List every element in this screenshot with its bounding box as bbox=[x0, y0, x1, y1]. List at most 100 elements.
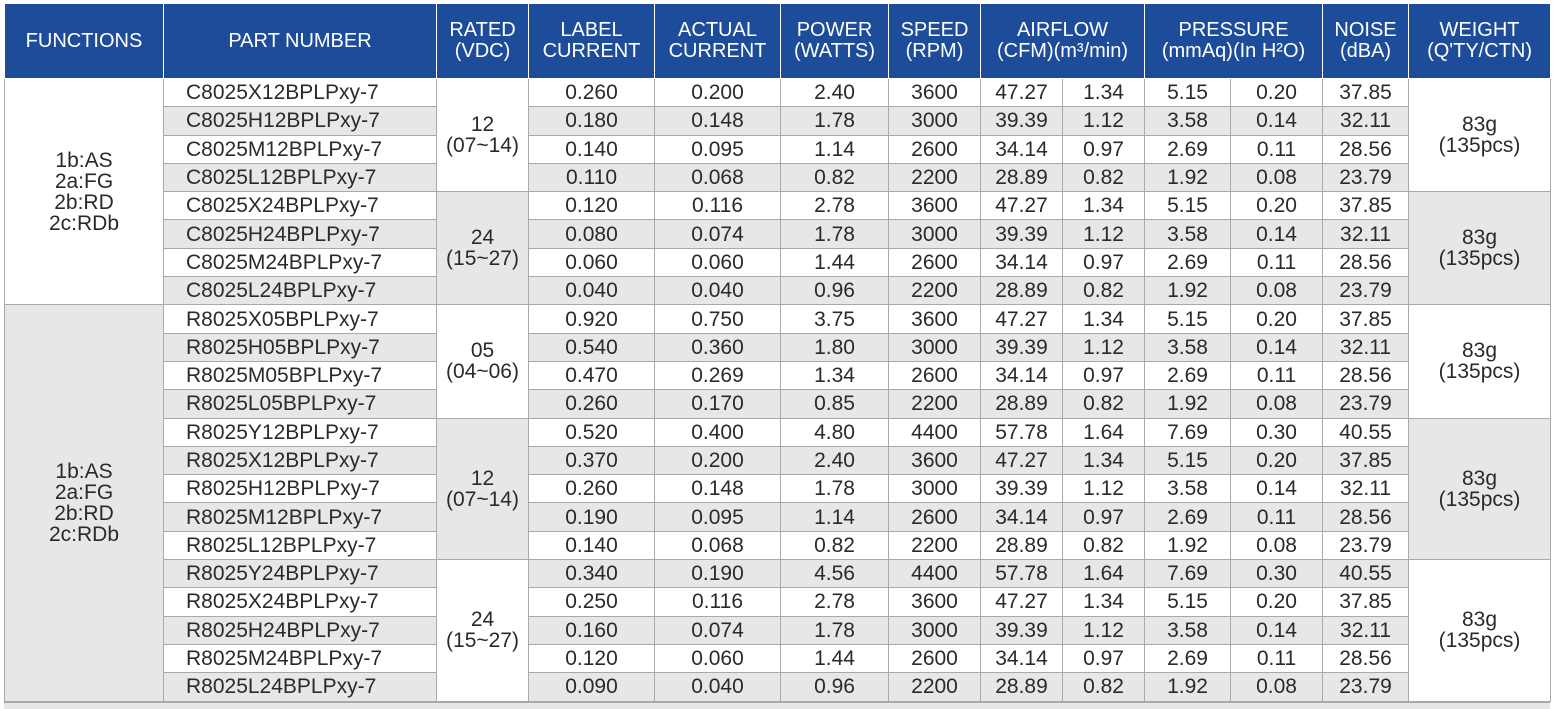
cfm-cell: 28.89 bbox=[980, 530, 1063, 561]
inh2o-cell: 0.20 bbox=[1230, 304, 1324, 334]
table-row: R8025X12BPLPxy-7 0.370 0.200 2.40 3600 47.27 1… bbox=[5, 445, 1551, 476]
power-cell: 1.80 bbox=[780, 332, 889, 362]
header-noise: NOISE (dBA) bbox=[1322, 3, 1410, 79]
m3min-cell: 1.12 bbox=[1061, 219, 1146, 249]
mmaq-cell: 3.58 bbox=[1144, 219, 1232, 249]
part-number-cell: R8025H24BPLPxy-7 bbox=[163, 615, 437, 645]
function-line: 2b:RD bbox=[54, 501, 114, 525]
spec-table: FUNCTIONS PART NUMBER RATED (VDC) LABEL … bbox=[4, 3, 1552, 702]
table-row: C8025H24BPLPxy-7 0.080 0.074 1.78 3000 39.39 1… bbox=[5, 219, 1551, 249]
label-current-cell: 0.140 bbox=[528, 530, 655, 561]
m3min-cell: 1.12 bbox=[1061, 474, 1146, 504]
rated-voltage-value: 12 bbox=[470, 113, 495, 137]
cfm-cell: 47.27 bbox=[980, 77, 1063, 108]
header-noise-line1: NOISE bbox=[1334, 19, 1397, 41]
part-number-cell: R8025M05BPLPxy-7 bbox=[163, 360, 437, 391]
actual-current-cell: 0.068 bbox=[654, 530, 781, 561]
rated-voltage-value: 12 bbox=[470, 466, 495, 490]
mmaq-cell: 1.92 bbox=[1144, 162, 1232, 193]
weight-value: 83g bbox=[1462, 608, 1498, 632]
part-number-cell: C8025L24BPLPxy-7 bbox=[163, 276, 437, 306]
part-number-cell: C8025M12BPLPxy-7 bbox=[163, 134, 437, 164]
rated-voltage-value: 05 bbox=[470, 339, 495, 363]
actual-current-cell: 0.040 bbox=[654, 672, 781, 702]
m3min-cell: 1.12 bbox=[1061, 615, 1146, 645]
header-label-current-line2: CURRENT bbox=[542, 40, 641, 62]
noise-cell: 23.79 bbox=[1322, 672, 1410, 702]
rated-voltage-cell: 24 (15~27) bbox=[436, 191, 529, 306]
power-cell: 2.78 bbox=[780, 587, 889, 617]
header-pressure: PRESSURE (mmAq)(In H²O) bbox=[1144, 3, 1324, 79]
cfm-cell: 47.27 bbox=[980, 304, 1063, 334]
label-current-cell: 0.470 bbox=[528, 360, 655, 391]
function-line: 2a:FG bbox=[54, 480, 114, 504]
label-current-cell: 0.260 bbox=[528, 474, 655, 504]
weight-cell: 83g (135pcs) bbox=[1408, 417, 1552, 561]
power-cell: 0.96 bbox=[780, 276, 889, 306]
weight-value: 83g bbox=[1462, 339, 1498, 363]
label-current-cell: 0.110 bbox=[528, 162, 655, 193]
part-number-cell: R8025H05BPLPxy-7 bbox=[163, 332, 437, 362]
table-row: R8025Y24BPLPxy-7 24 (15~27) 0.340 0.190 4.56 4… bbox=[5, 559, 1552, 702]
rated-voltage-value: 24 bbox=[470, 226, 495, 250]
actual-current-cell: 0.074 bbox=[654, 219, 781, 249]
table-row: C8025X24BPLPxy-7 24 (15~27) 0.120 0.116 2.78 3… bbox=[5, 191, 1552, 306]
header-weight-line2: (Q'TY/CTN) bbox=[1427, 40, 1532, 62]
table-body: 1b:AS 2a:FG 2b:RD 2c:RDb C8025X12BPLPxy-7 12(… bbox=[4, 77, 1552, 702]
weight-qty: (135pcs) bbox=[1438, 487, 1521, 511]
header-weight-line1: WEIGHT bbox=[1439, 19, 1520, 41]
power-cell: 4.80 bbox=[780, 417, 889, 447]
header-part-number: PART NUMBER bbox=[163, 3, 437, 79]
header-airflow-line1: AIRFLOW bbox=[1016, 19, 1109, 41]
actual-current-cell: 0.095 bbox=[654, 502, 781, 532]
mmaq-cell: 2.69 bbox=[1144, 360, 1232, 391]
noise-cell: 23.79 bbox=[1322, 162, 1410, 193]
mmaq-cell: 5.15 bbox=[1144, 587, 1232, 617]
header-speed-line1: SPEED bbox=[900, 19, 969, 41]
rated-voltage-range: (15~27) bbox=[446, 629, 519, 653]
cfm-cell: 34.14 bbox=[980, 502, 1063, 532]
part-number-cell: R8025Y24BPLPxy-7 bbox=[163, 559, 437, 589]
table-row: R8025X24BPLPxy-7 0.250 0.116 2.78 3600 47.27 1… bbox=[5, 587, 1551, 617]
cfm-cell: 47.27 bbox=[980, 191, 1063, 221]
speed-cell: 2200 bbox=[888, 530, 981, 561]
noise-cell: 37.85 bbox=[1322, 445, 1410, 476]
m3min-cell: 0.82 bbox=[1061, 162, 1146, 193]
actual-current-cell: 0.200 bbox=[654, 445, 781, 476]
actual-current-cell: 0.148 bbox=[654, 106, 781, 136]
header-weight: WEIGHT (Q'TY/CTN) bbox=[1408, 3, 1552, 79]
speed-cell: 2200 bbox=[888, 672, 981, 702]
actual-current-cell: 0.360 bbox=[654, 332, 781, 362]
speed-cell: 3600 bbox=[888, 587, 981, 617]
inh2o-cell: 0.08 bbox=[1230, 672, 1324, 702]
speed-cell: 2200 bbox=[888, 389, 981, 419]
power-cell: 1.44 bbox=[780, 643, 889, 674]
m3min-cell: 1.34 bbox=[1061, 77, 1146, 108]
label-current-cell: 0.090 bbox=[528, 672, 655, 702]
actual-current-cell: 0.060 bbox=[654, 247, 781, 278]
part-number-cell: C8025X12BPLPxy-7 bbox=[163, 77, 437, 108]
weight-value: 83g bbox=[1462, 466, 1498, 490]
noise-cell: 28.56 bbox=[1322, 502, 1410, 532]
header-airflow: AIRFLOW (CFM)(m³/min) bbox=[979, 3, 1146, 79]
header-label-current-line1: LABEL bbox=[560, 19, 623, 41]
inh2o-cell: 0.11 bbox=[1230, 643, 1324, 674]
m3min-cell: 1.64 bbox=[1061, 559, 1146, 589]
noise-cell: 37.85 bbox=[1322, 191, 1410, 221]
power-cell: 1.78 bbox=[780, 615, 889, 645]
header-rated-line1: RATED bbox=[449, 19, 516, 41]
mmaq-cell: 3.58 bbox=[1144, 106, 1232, 136]
rated-voltage-cell: 12 (07~14) bbox=[436, 417, 529, 561]
power-cell: 4.56 bbox=[780, 559, 889, 589]
noise-cell: 28.56 bbox=[1322, 643, 1410, 674]
m3min-cell: 0.97 bbox=[1061, 247, 1146, 278]
table-row: 1b:AS 2a:FG 2b:RD 2c:RDb R8025X05BPLPxy-7 05(… bbox=[4, 304, 1552, 702]
header-noise-line2: (dBA) bbox=[1339, 40, 1392, 62]
cfm-cell: 28.89 bbox=[980, 672, 1063, 702]
m3min-cell: 1.34 bbox=[1061, 445, 1146, 476]
header-pressure-line2: (mmAq)(In H²O) bbox=[1161, 40, 1306, 62]
part-number-cell: C8025H24BPLPxy-7 bbox=[163, 219, 437, 249]
part-number-cell: R8025L12BPLPxy-7 bbox=[163, 530, 437, 561]
actual-current-cell: 0.116 bbox=[654, 587, 781, 617]
power-cell: 1.34 bbox=[780, 360, 889, 391]
